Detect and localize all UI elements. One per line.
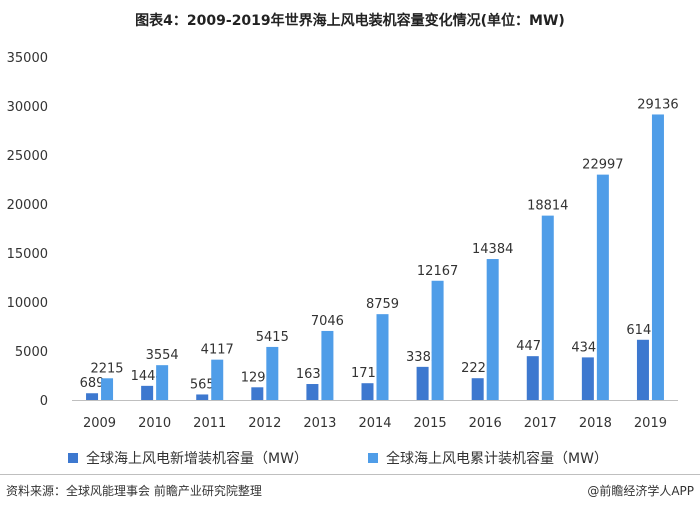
x-tick-label: 2017 bbox=[524, 416, 557, 431]
data-label-cumulative: 12167 bbox=[417, 264, 458, 279]
legend-swatch-new bbox=[68, 453, 78, 463]
bar-cumulative bbox=[321, 330, 334, 400]
bar-new bbox=[636, 339, 649, 400]
footer-divider bbox=[0, 474, 700, 475]
legend-item-cumulative: 全球海上风电累计装机容量（MW） bbox=[368, 448, 608, 468]
data-label-new: 2223 bbox=[461, 361, 494, 376]
bar-new bbox=[526, 356, 539, 400]
data-label-cumulative: 2215 bbox=[90, 361, 123, 376]
data-label-new: 6145 bbox=[626, 323, 659, 338]
bar-cumulative bbox=[101, 378, 114, 400]
bar-cumulative bbox=[211, 359, 224, 400]
data-label-cumulative: 8759 bbox=[366, 297, 399, 312]
brand-mark: @前瞻经济学人APP bbox=[587, 484, 694, 498]
bar-new bbox=[471, 378, 484, 400]
bar-new bbox=[361, 383, 374, 400]
x-tick-label: 2016 bbox=[469, 416, 502, 431]
x-tick-label: 2010 bbox=[138, 416, 171, 431]
bar-new bbox=[416, 366, 429, 400]
y-tick-label: 25000 bbox=[7, 149, 48, 164]
x-tick-label: 2013 bbox=[303, 416, 336, 431]
y-tick-label: 15000 bbox=[7, 247, 48, 262]
bar-new bbox=[141, 385, 154, 400]
data-label-new: 689 bbox=[80, 376, 105, 391]
data-label-new: 3382 bbox=[406, 350, 439, 365]
bar-new bbox=[251, 387, 264, 400]
x-tick-label: 2015 bbox=[414, 416, 447, 431]
legend-item-new: 全球海上风电新增装机容量（MW） bbox=[68, 448, 308, 468]
bar-new bbox=[196, 394, 209, 400]
x-tick-label: 2014 bbox=[358, 416, 391, 431]
x-tick-label: 2011 bbox=[193, 416, 226, 431]
bar-cumulative bbox=[431, 280, 444, 400]
data-label-cumulative: 29136 bbox=[637, 97, 678, 112]
y-tick-label: 35000 bbox=[7, 51, 48, 66]
data-label-cumulative: 5415 bbox=[256, 330, 289, 345]
bar-cumulative bbox=[651, 114, 664, 401]
bar-new bbox=[86, 393, 99, 400]
legend-label-new: 全球海上风电新增装机容量（MW） bbox=[86, 451, 308, 467]
y-tick-label: 20000 bbox=[7, 198, 48, 213]
bar-new bbox=[306, 384, 319, 400]
bar-cumulative bbox=[486, 259, 499, 400]
x-tick-label: 2009 bbox=[83, 416, 116, 431]
x-tick-label: 2018 bbox=[579, 416, 612, 431]
data-label-cumulative: 3554 bbox=[146, 348, 179, 363]
bar-new bbox=[581, 357, 594, 400]
chart-title: 图表4：2009-2019年世界海上风电装机容量变化情况(单位：MW) bbox=[135, 13, 565, 29]
data-label-new: 4348 bbox=[571, 340, 604, 355]
bar-cumulative bbox=[156, 365, 169, 400]
data-label-new: 565 bbox=[190, 377, 215, 392]
bar-cumulative bbox=[266, 346, 279, 400]
data-label-new: 1296 bbox=[241, 370, 274, 385]
data-label-new: 1631 bbox=[296, 367, 329, 382]
data-label-cumulative: 22997 bbox=[582, 158, 623, 173]
data-label-new: 1713 bbox=[351, 366, 384, 381]
x-tick-label: 2012 bbox=[248, 416, 281, 431]
data-label-new: 4472 bbox=[516, 339, 549, 354]
legend-label-cumulative: 全球海上风电累计装机容量（MW） bbox=[386, 451, 608, 467]
data-label-cumulative: 7046 bbox=[311, 314, 344, 329]
data-label-cumulative: 4117 bbox=[201, 343, 234, 358]
y-tick-label: 0 bbox=[40, 394, 48, 409]
bar-cumulative bbox=[596, 174, 609, 400]
legend-swatch-cumulative bbox=[368, 453, 378, 463]
data-label-new: 1444 bbox=[131, 369, 164, 384]
y-tick-label: 10000 bbox=[7, 296, 48, 311]
bar-cumulative bbox=[376, 314, 389, 400]
bar-chart: 0500010000150002000025000300003500068922… bbox=[7, 51, 679, 431]
data-label-cumulative: 14384 bbox=[472, 242, 513, 257]
y-tick-label: 5000 bbox=[15, 345, 48, 360]
data-label-cumulative: 18814 bbox=[527, 199, 568, 214]
x-tick-label: 2019 bbox=[634, 416, 667, 431]
source-note: 资料来源：全球风能理事会 前瞻产业研究院整理 bbox=[6, 484, 262, 498]
y-tick-label: 30000 bbox=[7, 100, 48, 115]
bar-cumulative bbox=[541, 215, 554, 400]
legend: 全球海上风电新增装机容量（MW） 全球海上风电累计装机容量（MW） bbox=[0, 448, 700, 472]
